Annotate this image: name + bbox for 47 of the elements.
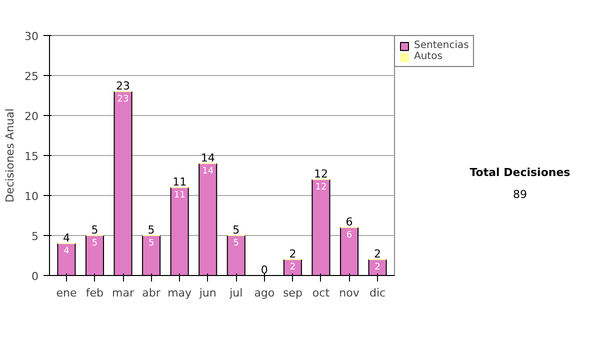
total-label: 11 [172,176,187,188]
total-label: 12 [314,168,328,180]
x-tick-label: abr [142,286,161,300]
data-label: 6 [346,230,352,240]
y-tick-label: 10 [24,190,39,203]
text: 89 [512,186,528,202]
data-label: 2 [374,262,380,272]
x-tick-label: may [168,286,192,300]
total-label: 5 [232,224,240,236]
total-label: 23 [116,80,130,92]
data-label: 5 [92,238,98,248]
legend-label: Sentencias [414,40,469,51]
total-label: 0 [260,264,268,276]
data-label: 23 [117,94,129,104]
y-axis-title: Decisiones Anual [4,108,17,203]
x-tick-label: sep [282,286,302,300]
y-tick-label: 0 [32,270,38,283]
y-tick-label: 25 [24,70,39,83]
total-label: 5 [148,224,155,236]
data-label: 5 [233,238,240,248]
total-label: 4 [62,232,70,244]
x-tick-label: dic [369,286,386,300]
total-label: 14 [200,152,215,164]
total-label: 2 [289,248,296,260]
y-tick-label: 30 [24,30,39,43]
y-tick-label: 5 [32,230,38,243]
x-tick-label: jul [228,286,243,300]
x-tick-label: jun [198,286,216,300]
x-tick-label: nov [339,286,360,300]
y-tick-label: 20 [24,110,39,123]
x-tick-label: mar [112,286,134,300]
x-tick-label: ene [56,286,77,300]
data-label: 11 [174,190,186,200]
total-label: 6 [346,216,353,228]
data-label: 12 [315,182,327,192]
x-tick-label: oct [312,286,330,300]
total-label: 2 [374,248,382,260]
x-tick-label: ago [254,286,275,300]
data-label: 4 [64,246,70,256]
data-label: 5 [148,238,154,248]
data-label: 14 [202,166,214,176]
text: Total Decisiones [468,165,572,181]
data-label: 2 [290,262,296,272]
legend-label: Autos [414,51,442,62]
total-label: 5 [91,224,98,236]
x-tick-label: feb [86,286,104,300]
y-tick-label: 15 [24,150,39,163]
